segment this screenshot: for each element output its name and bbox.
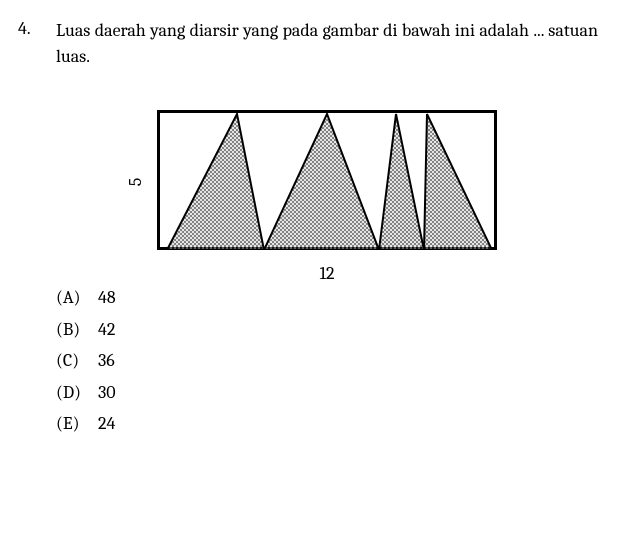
question-wrapper: 4. Luas daerah yang diarsir yang pada ga…: [18, 18, 598, 440]
question-number: 4.: [18, 18, 38, 440]
option-label: (E): [56, 408, 84, 440]
option-a: (A) 48: [56, 282, 598, 314]
option-label: (C): [56, 345, 84, 377]
option-label: (A): [56, 282, 84, 314]
dimension-height-label: 5: [125, 178, 146, 187]
option-value: 48: [98, 282, 116, 314]
option-label: (D): [56, 377, 84, 409]
option-e: (E) 24: [56, 408, 598, 440]
option-b: (B) 42: [56, 314, 598, 346]
question-text: Luas daerah yang diarsir yang pada gamba…: [56, 18, 598, 70]
option-value: 30: [98, 377, 116, 409]
option-value: 24: [98, 408, 115, 440]
question-body: Luas daerah yang diarsir yang pada gamba…: [56, 18, 598, 440]
dimension-width-label: 12: [319, 263, 334, 284]
geometry-figure: [157, 110, 497, 250]
option-c: (C) 36: [56, 345, 598, 377]
option-label: (B): [56, 314, 84, 346]
answer-options: (A) 48 (B) 42 (C) 36 (D) 30 (E) 24: [56, 282, 598, 440]
option-d: (D) 30: [56, 377, 598, 409]
figure-container: 5 12: [56, 110, 598, 254]
figure-inner: 5 12: [157, 110, 497, 254]
option-value: 36: [98, 345, 115, 377]
option-value: 42: [98, 314, 115, 346]
